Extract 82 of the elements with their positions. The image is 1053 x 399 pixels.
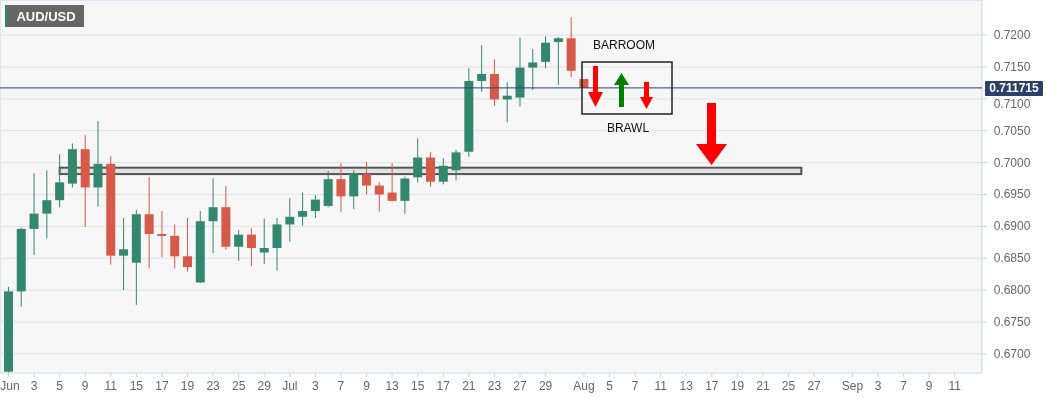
- x-tick-label: 5: [56, 379, 64, 393]
- candlestick: [374, 181, 384, 213]
- candlestick: [298, 192, 308, 227]
- x-tick-label: 3: [30, 379, 38, 393]
- x-tick-label: 3: [874, 379, 882, 393]
- x-tick-label: 29: [257, 379, 272, 393]
- x-tick-label: 17: [705, 379, 719, 393]
- candlestick: [208, 178, 218, 254]
- candlestick: [438, 157, 448, 185]
- text: AUD/USD: [16, 9, 76, 24]
- x-tick-label: Jul: [282, 379, 298, 393]
- candlestick: [336, 162, 346, 213]
- candlestick: [528, 48, 538, 91]
- candlestick: [29, 172, 39, 256]
- x-tick-label: 27: [513, 379, 527, 393]
- x-tick-label: Aug: [573, 379, 595, 393]
- candlestick: [310, 194, 320, 219]
- x-tick-label: 27: [807, 379, 822, 393]
- x-tick-label: 21: [756, 379, 770, 393]
- candlestick: [157, 210, 167, 258]
- y-tick-label: 0.7150: [993, 59, 1031, 74]
- candlestick: [55, 153, 65, 208]
- candlestick: [234, 229, 244, 262]
- x-tick-label: 15: [411, 379, 425, 393]
- candlestick: [183, 217, 193, 273]
- y-tick-label: 0.6900: [993, 219, 1031, 234]
- y-tick-label: 0.6850: [993, 251, 1031, 266]
- y-tick-label: 0.7050: [993, 123, 1031, 138]
- candlestick: [170, 223, 180, 269]
- x-tick-label: 17: [436, 379, 451, 393]
- x-tick-label: 7: [900, 379, 908, 393]
- x-tick-label: 9: [925, 379, 933, 393]
- x-tick-label: 7: [337, 379, 345, 393]
- candlestick: [144, 176, 154, 269]
- candlestick: [272, 217, 282, 271]
- x-tick-label: 19: [180, 379, 195, 393]
- candlestick: [246, 227, 256, 267]
- x-tick-label: 13: [385, 379, 400, 393]
- x-tick-label: 13: [679, 379, 694, 393]
- x-tick-label: Jun: [0, 379, 20, 393]
- candlestick: [349, 169, 359, 210]
- x-tick-label: 3: [312, 379, 320, 393]
- candlestick: [42, 169, 52, 239]
- x-tick-label: 11: [104, 379, 118, 393]
- candlestick: [413, 137, 423, 183]
- x-tick-label: 15: [129, 379, 144, 393]
- candlestick: [451, 149, 461, 181]
- candlestick: [541, 35, 551, 69]
- x-tick-label: 7: [631, 379, 639, 393]
- candlestick: [477, 44, 487, 93]
- x-tick-label: 23: [206, 379, 221, 393]
- y-tick-label: 0.7000: [993, 155, 1031, 170]
- candlestick: [259, 218, 269, 265]
- y-tick-label: 0.6800: [993, 283, 1031, 298]
- candlestick: [400, 176, 410, 215]
- candlestick: [119, 217, 129, 291]
- candlestick: [553, 36, 563, 86]
- candlestick: [285, 197, 295, 243]
- candlestick: [387, 162, 397, 202]
- annotation: BARROOM: [592, 38, 656, 52]
- x-tick-label: 29: [538, 379, 553, 393]
- candlestick: [93, 120, 103, 208]
- y-tick-label: 0.7200: [993, 28, 1031, 43]
- x-tick-label: 5: [606, 379, 614, 393]
- x-tick-label: Sep: [841, 379, 864, 393]
- x-tick-label: 23: [487, 379, 502, 393]
- x-tick-label: 21: [462, 379, 476, 393]
- x-tick-label: 11: [948, 379, 962, 393]
- ref-line-label: 0.711715: [989, 81, 1040, 96]
- x-tick-label: 9: [363, 379, 371, 393]
- candlestick: [362, 161, 372, 195]
- y-tick-label: 0.6950: [993, 187, 1031, 202]
- x-tick-label: 19: [730, 379, 745, 393]
- x-tick-label: 9: [81, 379, 89, 393]
- x-tick-label: 17: [155, 379, 169, 393]
- x-tick-label: 25: [781, 379, 796, 393]
- x-tick-label: 25: [231, 379, 246, 393]
- y-tick-label: 0.6750: [993, 314, 1031, 329]
- y-tick-label: 0.7100: [993, 96, 1031, 111]
- annotation: BRAWL: [606, 121, 650, 135]
- x-tick-label: 11: [654, 379, 668, 393]
- y-tick-label: 0.6700: [993, 346, 1031, 361]
